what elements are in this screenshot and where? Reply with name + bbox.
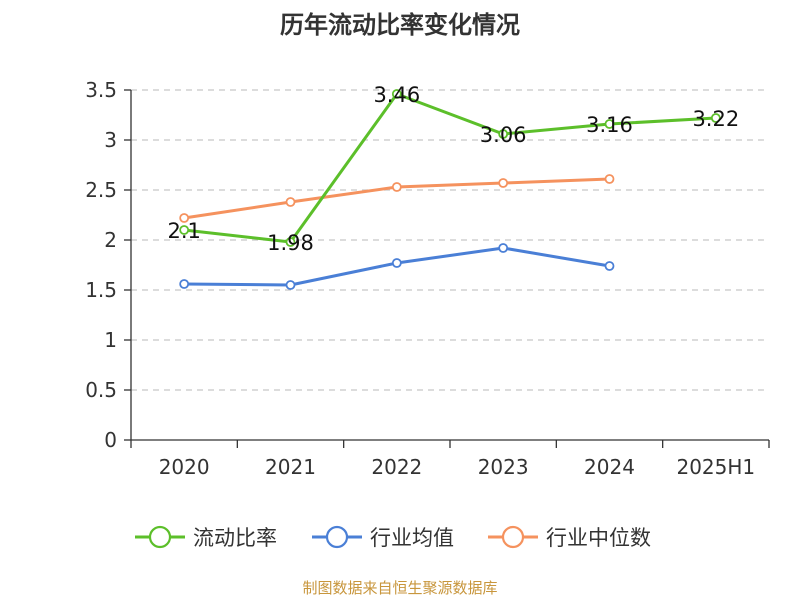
source-footer: 制图数据来自恒生聚源数据库 (302, 579, 497, 597)
data-point[interactable] (391, 258, 402, 268)
data-label: 3.16 (586, 113, 633, 137)
legend-label: 行业均值 (370, 526, 454, 550)
data-point[interactable] (285, 280, 296, 290)
data-point[interactable] (710, 113, 721, 123)
data-label: 2.1 (167, 219, 200, 243)
data-point[interactable] (285, 237, 296, 247)
data-label: 3.46 (373, 83, 420, 107)
x-tick-label: 2020 (159, 455, 210, 479)
x-tick-label: 2021 (265, 455, 316, 479)
y-tick-label: 1.5 (85, 278, 117, 302)
legend[interactable]: 流动比率 行业均值 行业中位数 (135, 525, 651, 550)
data-point[interactable] (604, 261, 615, 271)
legend-item-1[interactable]: 行业均值 (312, 525, 454, 550)
data-point[interactable] (604, 174, 615, 184)
legend-item-2[interactable]: 行业中位数 (488, 525, 651, 550)
data-point[interactable] (285, 197, 296, 207)
legend-item-0[interactable]: 流动比率 (135, 525, 277, 550)
legend-marker (148, 525, 172, 549)
data-point[interactable] (498, 178, 509, 188)
data-point[interactable] (391, 182, 402, 192)
y-tick-label: 2.5 (85, 178, 117, 202)
axes: 0 0.5 1 1.5 2 2.5 3 3.5 2020 2021 2022 2023 2024 2025… (85, 78, 770, 479)
series-1 (179, 243, 615, 290)
x-tick-label: 2022 (371, 455, 422, 479)
data-point[interactable] (179, 225, 190, 235)
series-line (183, 92, 716, 244)
data-label: 3.06 (480, 123, 527, 147)
chart-title: 历年流动比率变化情况 (280, 11, 520, 39)
y-tick-label: 0.5 (85, 378, 117, 402)
data-point[interactable] (179, 279, 190, 289)
legend-marker (325, 525, 349, 549)
x-tick-label: 2023 (478, 455, 529, 479)
data-point[interactable] (391, 89, 402, 99)
x-tick-label: 2024 (584, 455, 635, 479)
y-tick-label: 2 (104, 228, 117, 252)
series-2 (179, 174, 615, 223)
series-0 (179, 89, 721, 247)
data-point[interactable] (179, 213, 190, 223)
legend-marker (501, 525, 525, 549)
data-label: 1.98 (267, 231, 314, 255)
y-tick-label: 3 (104, 128, 117, 152)
y-tick-label: 1 (104, 328, 117, 352)
data-point[interactable] (498, 243, 509, 253)
data-point[interactable] (498, 129, 509, 139)
y-tick-label: 3.5 (85, 78, 117, 102)
data-labels: 2.1 1.98 3.46 3.06 3.16 3.22 (167, 83, 739, 255)
y-tick-label: 0 (104, 428, 117, 452)
data-point[interactable] (604, 119, 615, 129)
legend-label: 流动比率 (193, 526, 277, 550)
series-lines (179, 89, 721, 290)
data-label: 3.22 (692, 107, 739, 131)
x-tick-label: 2025H1 (676, 455, 755, 479)
grid-lines (131, 89, 769, 391)
legend-label: 行业中位数 (546, 526, 651, 550)
